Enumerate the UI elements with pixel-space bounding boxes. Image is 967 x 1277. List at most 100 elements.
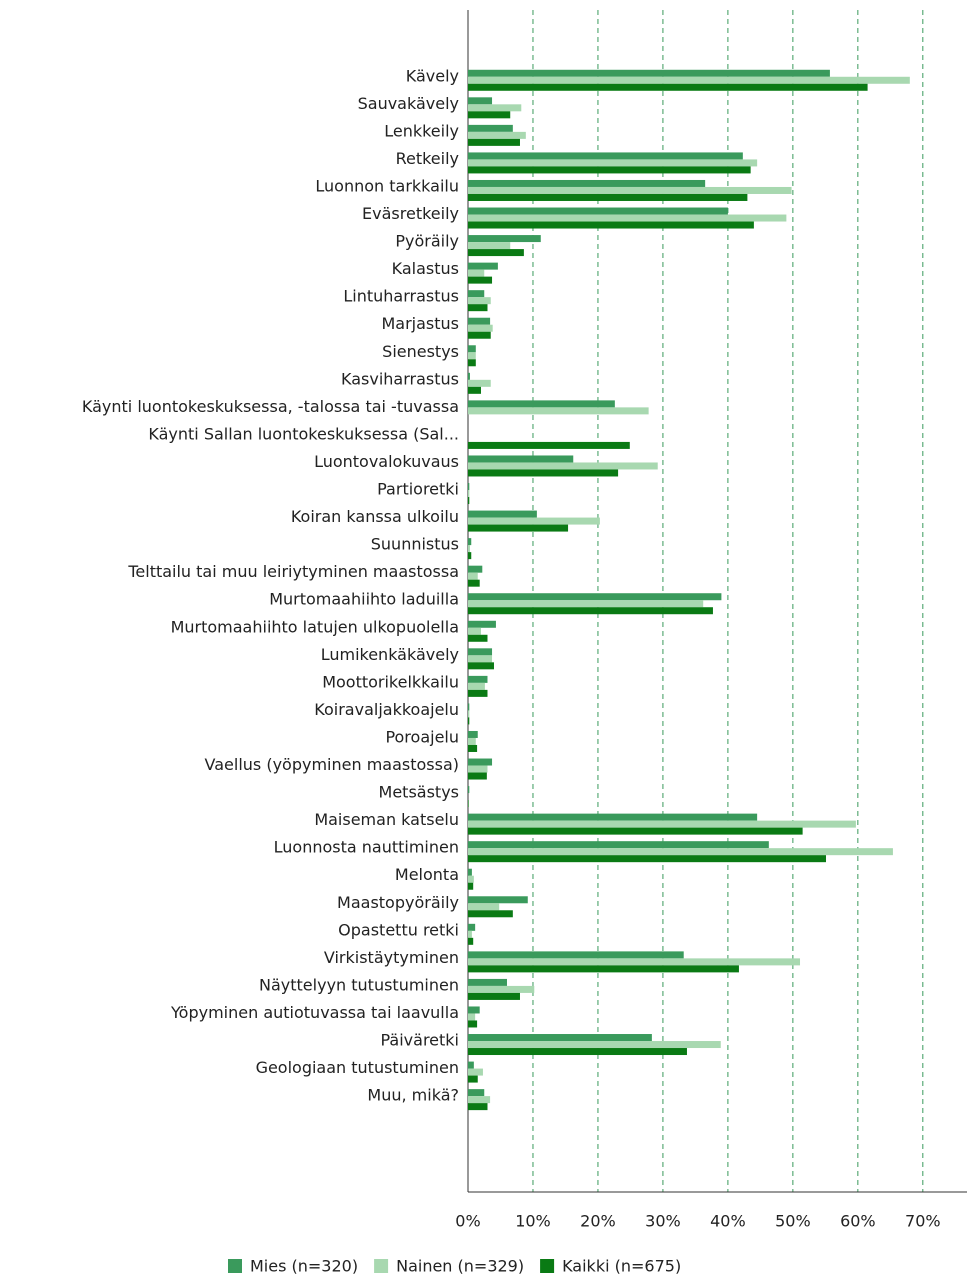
y-tick-label: Näyttelyyn tutustuminen <box>259 975 459 994</box>
bar <box>468 1020 478 1028</box>
bar <box>468 1006 480 1014</box>
bar <box>468 937 474 945</box>
bar <box>468 655 493 663</box>
y-tick-label: Lintuharrastus <box>343 287 459 306</box>
bar <box>468 855 827 863</box>
bar <box>468 345 476 353</box>
bar <box>468 1048 687 1056</box>
y-tick-label: Koiran kanssa ulkoilu <box>291 507 459 526</box>
bar <box>468 1096 491 1104</box>
y-tick-label: Metsästys <box>379 783 459 802</box>
y-tick-label: Virkistäytyminen <box>324 948 459 967</box>
y-tick-label: Lumikenkäkävely <box>321 645 459 664</box>
bar <box>468 579 480 587</box>
bar <box>468 923 476 931</box>
legend-swatch <box>374 1259 389 1273</box>
y-tick-label: Retkeily <box>396 149 459 168</box>
bar <box>468 737 476 745</box>
bar <box>468 249 524 257</box>
y-tick-label: Melonta <box>395 865 459 884</box>
y-tick-label: Luonnon tarkkailu <box>315 176 459 195</box>
bar <box>468 497 470 505</box>
bar <box>468 510 537 518</box>
bar <box>468 552 472 560</box>
bar <box>468 290 485 298</box>
bar <box>468 813 758 821</box>
x-tick-label: 50% <box>775 1212 811 1231</box>
x-tick-label: 20% <box>580 1212 616 1231</box>
y-tick-label: Kävely <box>406 66 459 85</box>
bar <box>468 441 630 449</box>
bar <box>468 352 476 360</box>
bar <box>468 317 491 325</box>
bar <box>468 965 739 973</box>
bar <box>468 152 743 160</box>
bar <box>468 772 487 780</box>
bar <box>468 221 754 229</box>
y-tick-label: Päiväretki <box>380 1031 459 1050</box>
bar <box>468 545 470 553</box>
bar <box>468 717 470 725</box>
bar <box>468 607 713 615</box>
bar <box>468 565 483 573</box>
legend-swatch <box>540 1259 555 1273</box>
bar <box>468 600 704 608</box>
bar <box>468 304 488 312</box>
bar <box>468 407 649 415</box>
bar <box>468 930 472 938</box>
bar <box>468 786 470 794</box>
bar <box>468 138 520 146</box>
bar <box>468 97 493 105</box>
bar <box>468 455 574 463</box>
bar <box>468 111 511 119</box>
bar <box>468 1075 478 1083</box>
y-tick-label: Opastettu retki <box>338 920 459 939</box>
bar <box>468 951 684 959</box>
bar <box>468 689 488 697</box>
bar <box>468 400 615 408</box>
y-tick-label: Lenkkeily <box>384 121 459 140</box>
bar <box>468 910 513 918</box>
y-tick-label: Muu, mikä? <box>367 1086 459 1105</box>
y-tick-label: Sauvakävely <box>358 94 459 113</box>
bar <box>468 372 470 380</box>
y-tick-label: Moottorikelkkailu <box>322 672 459 691</box>
bar <box>468 331 491 339</box>
bar <box>468 517 600 525</box>
bar <box>468 675 488 683</box>
bar <box>468 269 485 277</box>
y-tick-label: Kalastus <box>392 259 459 278</box>
bar <box>468 758 493 766</box>
x-tick-label: 60% <box>840 1212 876 1231</box>
bar <box>468 710 470 718</box>
y-tick-label: Maiseman katselu <box>314 810 459 829</box>
y-tick-label: Kasviharrastus <box>341 369 459 388</box>
legend-swatch <box>228 1259 242 1273</box>
bar <box>468 104 522 112</box>
bar <box>468 359 476 367</box>
bar <box>468 524 569 532</box>
bar <box>468 1013 476 1021</box>
x-tick-label: 30% <box>645 1212 681 1231</box>
bar <box>468 827 803 835</box>
bar <box>468 131 526 139</box>
bar <box>468 193 748 201</box>
bar <box>468 214 787 222</box>
bar <box>468 648 493 656</box>
bar <box>468 186 792 194</box>
bar <box>468 593 722 601</box>
y-tick-label: Murtomaahiihto laduilla <box>269 590 459 609</box>
legend-label: Kaikki (n=675) <box>562 1257 681 1276</box>
bar <box>468 490 470 498</box>
bar <box>468 76 910 84</box>
x-tick-label: 10% <box>515 1212 551 1231</box>
bar <box>468 297 491 305</box>
bar <box>468 1068 483 1076</box>
bar <box>468 820 856 828</box>
bar <box>468 1034 652 1042</box>
y-tick-label: Suunnistus <box>371 535 459 554</box>
bar <box>468 242 511 250</box>
x-tick-label: 40% <box>710 1212 746 1231</box>
bar <box>468 386 481 394</box>
y-tick-label: Luonnosta nauttiminen <box>274 838 459 857</box>
